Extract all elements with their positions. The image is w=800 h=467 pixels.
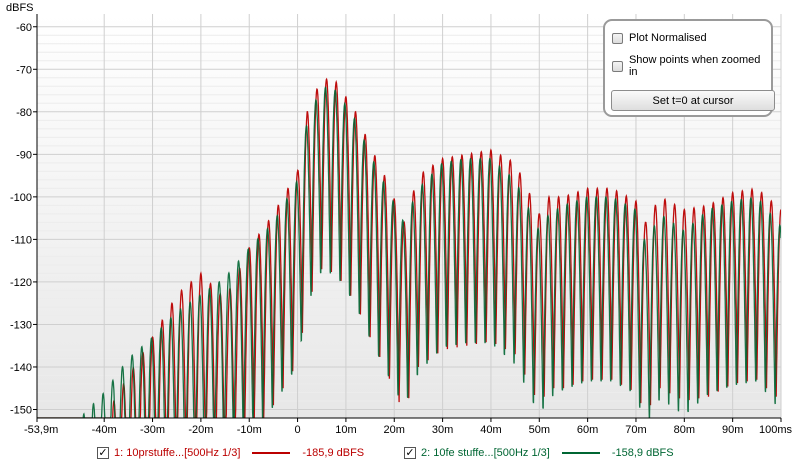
- series-group: [37, 77, 781, 418]
- legend-line-1: [252, 452, 291, 454]
- legend-label-2: 2: 10fe stuffe...[500Hz 1/3]: [421, 447, 550, 459]
- legend-checkbox-2[interactable]: ✓: [404, 447, 416, 459]
- x-tick-label: 90m: [722, 424, 743, 436]
- set-t0-button[interactable]: Set t=0 at cursor: [611, 90, 775, 111]
- x-tick-label: -10m: [237, 424, 262, 436]
- legend-value-2: -158,9 dBFS: [611, 447, 674, 459]
- legend-item-1: ✓ 1: 10prstuffe...[500Hz 1/3] -185,9 dBF…: [97, 443, 364, 463]
- y-tick-label: -120: [10, 277, 32, 289]
- show-points-label: Show points when zoomed in: [628, 54, 761, 78]
- series-line-2: [37, 86, 781, 418]
- y-tick-label: -60: [16, 22, 32, 34]
- y-tick-label: -100: [10, 192, 32, 204]
- x-tick-label: 70m: [625, 424, 646, 436]
- legend-checkbox-1[interactable]: ✓: [97, 447, 109, 459]
- y-tick-label: -130: [10, 319, 32, 331]
- legend: ✓ 1: 10prstuffe...[500Hz 1/3] -185,9 dBF…: [0, 443, 800, 465]
- y-tick-label: -80: [16, 107, 32, 119]
- legend-line-2: [561, 452, 600, 454]
- legend-item-2: ✓ 2: 10fe stuffe...[500Hz 1/3] -158,9 dB…: [404, 443, 674, 463]
- legend-value-1: -185,9 dBFS: [302, 447, 365, 459]
- x-tick-label: 60m: [577, 424, 598, 436]
- legend-label-1: 1: 10prstuffe...[500Hz 1/3]: [114, 447, 241, 459]
- x-tick-label: 20m: [384, 424, 405, 436]
- series-line-1: [37, 77, 781, 418]
- x-tick-label: -30m: [140, 424, 165, 436]
- plot-options-panel: Plot Normalised Show points when zoomed …: [603, 19, 775, 117]
- y-axis-label: dBFS: [6, 2, 34, 14]
- x-tick-label: 40m: [480, 424, 501, 436]
- y-tick-label: -90: [16, 149, 32, 161]
- y-tick-label: -150: [10, 404, 32, 416]
- show-points-checkbox[interactable]: [612, 60, 623, 72]
- x-tick-label: 50m: [529, 424, 550, 436]
- x-tick-label: 100ms: [759, 424, 793, 436]
- plot-normalised-checkbox[interactable]: [612, 32, 623, 44]
- y-tick-label: -70: [16, 64, 32, 76]
- plot-normalised-option[interactable]: Plot Normalised: [612, 32, 707, 44]
- show-points-option[interactable]: Show points when zoomed in: [612, 54, 771, 78]
- x-tick-label: -20m: [188, 424, 213, 436]
- x-tick-label: 10m: [335, 424, 356, 436]
- chart-axes: -60 -70 -80 -90 -100 -110 -120 -130 -140 -150 -53,…: [10, 14, 793, 436]
- x-tick-label: -53,9m: [24, 424, 58, 436]
- chart-series: [37, 77, 781, 418]
- y-tick-label: -140: [10, 362, 32, 374]
- x-tick-label: 0: [295, 424, 301, 436]
- plot-normalised-label: Plot Normalised: [629, 32, 707, 44]
- x-tick-label: -40m: [92, 424, 117, 436]
- x-tick-label: 80m: [674, 424, 695, 436]
- y-tick-label: -110: [11, 234, 32, 246]
- x-tick-label: 30m: [432, 424, 453, 436]
